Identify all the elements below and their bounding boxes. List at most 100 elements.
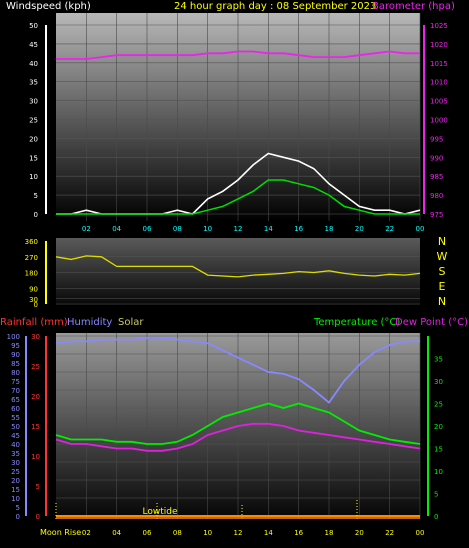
barometer-tick-label: 985 (430, 173, 443, 181)
temperature-tick-label: 30 (434, 378, 443, 386)
direction-tick-label: 90 (29, 285, 38, 293)
humidity-tick-label: 95 (11, 342, 20, 350)
moonrise-label: Moon Rise (40, 528, 81, 537)
wind-x-tick-label: 02 (82, 225, 91, 233)
temperature-tick-label: 20 (434, 423, 443, 431)
wind-x-tick-label: 04 (112, 225, 121, 233)
humidity-tick-label: 40 (11, 441, 20, 449)
temperature-series-line (55, 402, 421, 445)
wind-tick-label: 10 (29, 173, 38, 181)
bottom-x-tick-label: 06 (143, 529, 152, 537)
humidity-tick-label: 35 (11, 450, 20, 458)
temperature-tick-label: 10 (434, 468, 443, 476)
humidity-tick-label: 65 (11, 396, 20, 404)
gridlines (56, 13, 421, 519)
humidity-series-line (55, 336, 420, 404)
wind-x-tick-label: 10 (203, 225, 212, 233)
wind-tick-label: 35 (29, 79, 38, 87)
barometer-tick-label: 1025 (430, 22, 448, 30)
wind-tick-label: 45 (29, 41, 38, 49)
windspeed-axis-title: Windspeed (kph) (6, 1, 91, 12)
humidity-tick-label: 55 (11, 414, 20, 422)
wind-x-tick-label: 12 (234, 225, 243, 233)
bottom-x-tick-label: 08 (173, 529, 182, 537)
humidity-tick-label: 60 (11, 405, 20, 413)
rainfall-tick-label: 30 (31, 333, 40, 341)
wind-x-tick-label: 18 (325, 225, 334, 233)
bottom-x-tick-label: 14 (264, 529, 273, 537)
barometer-axis-title: Barometer (hpa) (372, 1, 455, 12)
humidity-tick-label: 5 (16, 504, 20, 512)
bottom-x-tick-label: 18 (325, 529, 334, 537)
solar-axis-title: Solar (118, 317, 144, 328)
compass-label-e: E (439, 280, 446, 293)
wind-x-tick-label: 00 (416, 225, 425, 233)
humidity-tick-label: 85 (11, 360, 20, 368)
windspeed-series-line (56, 179, 420, 215)
barometer-tick-label: 1005 (430, 98, 448, 106)
wind-x-tick-label: 16 (294, 225, 303, 233)
wind-x-tick-label: 08 (173, 225, 182, 233)
rainfall-tick-label: 5 (36, 483, 40, 491)
humidity-tick-label: 90 (11, 351, 20, 359)
compass-label-w: W (437, 250, 448, 263)
direction-tick-label: 30 (29, 296, 38, 304)
bottom-x-tick-label: 16 (294, 529, 303, 537)
humidity-tick-label: 30 (11, 459, 20, 467)
dewpoint-series-line (55, 422, 421, 452)
barometer-tick-label: 975 (430, 211, 443, 219)
barometer-tick-label: 1000 (430, 117, 448, 125)
chart-title: 24 hour graph day : 08 September 2023 (174, 1, 376, 12)
humidity-tick-label: 0 (16, 513, 20, 521)
temperature-tick-label: 0 (434, 513, 438, 521)
wind-tick-label: 5 (34, 192, 38, 200)
dewpoint-axis-title: Dew Point (°C) (395, 317, 468, 328)
bottom-x-tick-label: 22 (385, 529, 394, 537)
bottom-x-tick-label: 00 (416, 529, 425, 537)
rainfall-tick-label: 10 (31, 453, 40, 461)
rainfall-tick-label: 20 (31, 393, 40, 401)
barometer-tick-label: 980 (430, 192, 443, 200)
humidity-axis-title: Humidity (67, 317, 112, 328)
wind-x-tick-label: 22 (385, 225, 394, 233)
temperature-tick-label: 35 (434, 356, 443, 364)
temperature-axis-title: Temperature (°C) (313, 317, 400, 328)
wind-tick-label: 30 (29, 98, 38, 106)
compass-label-n-bottom: N (438, 295, 446, 308)
humidity-tick-label: 50 (11, 423, 20, 431)
wind-x-tick-label: 06 (143, 225, 152, 233)
rainfall-tick-label: 25 (31, 363, 40, 371)
wind-tick-label: 25 (29, 117, 38, 125)
compass-label-n-top: N (438, 235, 446, 248)
direction-tick-label: 0 (34, 301, 38, 309)
humidity-tick-label: 45 (11, 432, 20, 440)
wind-tick-label: 50 (29, 22, 38, 30)
rainfall-tick-label: 15 (31, 423, 40, 431)
barometer-tick-label: 1015 (430, 60, 448, 68)
bottom-x-tick-label: 10 (203, 529, 212, 537)
temperature-tick-label: 25 (434, 401, 443, 409)
wind-x-tick-label: 14 (264, 225, 273, 233)
direction-panel-background (56, 238, 420, 305)
humidity-tick-label: 20 (11, 477, 20, 485)
wind-tick-label: 15 (29, 154, 38, 162)
humidity-tick-label: 75 (11, 378, 20, 386)
bottom-x-tick-label: 20 (355, 529, 364, 537)
rainfall-tick-label: 0 (36, 513, 40, 521)
humidity-tick-label: 15 (11, 486, 20, 494)
humidity-tick-label: 80 (11, 369, 20, 377)
direction-tick-label: 270 (25, 254, 38, 262)
temperature-tick-label: 5 (434, 491, 438, 499)
lowtide-label: Lowtide (142, 507, 177, 517)
wind-x-tick-label: 20 (355, 225, 364, 233)
direction-tick-label: 180 (25, 270, 38, 278)
barometer-tick-label: 1010 (430, 79, 448, 87)
humidity-tick-label: 10 (11, 495, 20, 503)
barometer-series-line (56, 50, 420, 60)
bottom-x-tick-label: 12 (234, 529, 243, 537)
barometer-tick-label: 1020 (430, 41, 448, 49)
compass-label-s: S (439, 265, 446, 278)
temperature-tick-label: 15 (434, 446, 443, 454)
humidity-tick-label: 70 (11, 387, 20, 395)
